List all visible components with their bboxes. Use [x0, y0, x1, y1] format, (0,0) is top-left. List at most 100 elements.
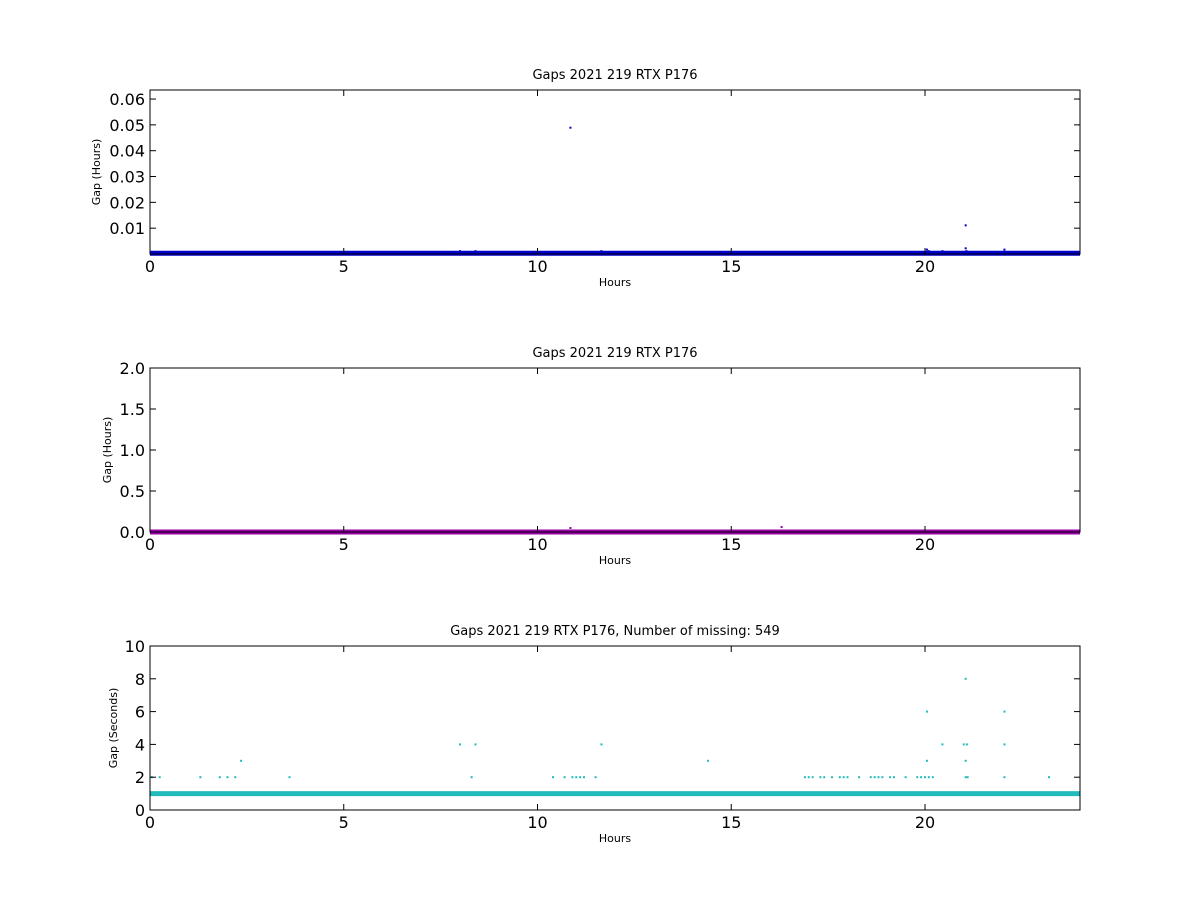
data-point — [1003, 776, 1006, 779]
data-point — [811, 776, 814, 779]
y-tick-label: 0 — [135, 801, 145, 820]
plot-frame — [149, 645, 1081, 811]
data-point — [925, 759, 928, 762]
y-tick-label: 1.0 — [120, 441, 145, 460]
data-point — [838, 776, 841, 779]
data-point — [831, 776, 833, 779]
data-point — [807, 776, 810, 779]
data-point — [916, 776, 919, 779]
data-point — [964, 776, 967, 779]
data-point — [931, 776, 934, 779]
data-point — [594, 776, 597, 779]
data-point — [288, 776, 291, 779]
y-tick-label: 10 — [125, 637, 145, 656]
data-point — [459, 743, 461, 746]
y-axis-label: Gap (Seconds) — [107, 688, 120, 769]
chart-panel-1: 0 5 10 15 20 0.01 0.02 0.03 0.04 0.05 0.06 Gaps 202… — [90, 68, 1081, 289]
data-point — [1048, 776, 1050, 779]
chart-panel-3: 0 5 10 15 20 0 2 4 6 8 10 Gaps 2021 219 RTX P176, N… — [107, 624, 1081, 845]
data-point — [927, 250, 930, 253]
y-tick-label: 0.01 — [109, 219, 145, 238]
data-point — [158, 776, 161, 779]
y-tick-label: 4 — [135, 735, 145, 754]
data-point — [803, 776, 806, 779]
data-point — [877, 776, 880, 779]
data-point — [889, 776, 892, 779]
x-tick-label: 5 — [339, 257, 349, 276]
data-point — [966, 776, 969, 779]
y-tick-label: 0.05 — [109, 116, 145, 135]
data-point — [459, 250, 461, 253]
y-axis-label: Gap (Hours) — [101, 417, 114, 484]
x-axis-label: Hours — [599, 832, 631, 845]
data-point — [474, 743, 477, 746]
data-point — [1003, 710, 1006, 713]
data-point — [571, 776, 574, 779]
x-tick-label: 0 — [145, 257, 155, 276]
data-point — [962, 743, 965, 746]
data-point — [474, 250, 477, 253]
x-tick-label: 15 — [721, 813, 741, 832]
data-point — [965, 250, 968, 253]
chart-title: Gaps 2021 219 RTX P176 — [532, 346, 697, 361]
data-point — [904, 776, 907, 779]
data-point — [575, 776, 578, 779]
data-point — [965, 743, 968, 746]
x-tick-label: 15 — [721, 535, 741, 554]
y-tick-label: 8 — [135, 670, 145, 689]
x-tick-label: 10 — [527, 535, 547, 554]
data-point — [199, 776, 202, 779]
data-point — [846, 776, 849, 779]
data-point — [234, 776, 237, 779]
data-point — [964, 677, 967, 680]
x-tick-label: 20 — [915, 535, 935, 554]
y-tick-label: 1.5 — [120, 400, 145, 419]
data-point — [964, 247, 967, 250]
data-point — [600, 743, 603, 746]
x-tick-label: 20 — [915, 813, 935, 832]
data-point — [226, 776, 229, 779]
data-point — [819, 776, 822, 779]
y-axis-label: Gap (Hours) — [90, 139, 103, 206]
data-point — [583, 776, 585, 779]
data-point — [1003, 248, 1006, 251]
data-point — [924, 776, 926, 779]
data-point — [920, 776, 923, 779]
x-tick-label: 0 — [145, 813, 155, 832]
chart-panel-2: 0 5 10 15 20 0.0 0.5 1.0 1.5 2.0 Gaps 2021 219 RTX… — [101, 346, 1081, 567]
data-point — [1003, 743, 1006, 746]
y-tick-label: 0.03 — [109, 168, 145, 187]
data-point — [823, 776, 826, 779]
data-point — [563, 776, 566, 779]
data-point — [893, 776, 895, 779]
plot-frame — [149, 89, 1081, 255]
x-axis-label: Hours — [599, 276, 631, 289]
data-point — [964, 759, 967, 762]
data-point — [842, 776, 845, 779]
data-point — [873, 776, 876, 779]
x-tick-label: 10 — [527, 257, 547, 276]
y-tick-label: 6 — [135, 703, 145, 722]
data-point — [941, 250, 944, 253]
data-point — [600, 250, 603, 253]
data-point — [925, 710, 928, 713]
x-tick-label: 15 — [721, 257, 741, 276]
x-tick-label: 5 — [339, 813, 349, 832]
y-tick-label: 0.06 — [109, 90, 145, 109]
data-point — [569, 126, 572, 129]
y-tick-label: 2 — [135, 768, 145, 787]
y-tick-label: 0.02 — [109, 193, 145, 212]
data-point — [941, 743, 944, 746]
data-point — [707, 759, 709, 762]
x-tick-label: 0 — [145, 535, 155, 554]
data-point — [881, 776, 884, 779]
data-point — [218, 776, 221, 779]
data-point — [470, 776, 473, 779]
data-point — [925, 248, 928, 251]
x-tick-label: 20 — [915, 257, 935, 276]
y-tick-label: 0.0 — [120, 523, 145, 542]
chart-title: Gaps 2021 219 RTX P176 — [532, 68, 697, 83]
data-point — [927, 776, 930, 779]
data-point — [869, 776, 872, 779]
